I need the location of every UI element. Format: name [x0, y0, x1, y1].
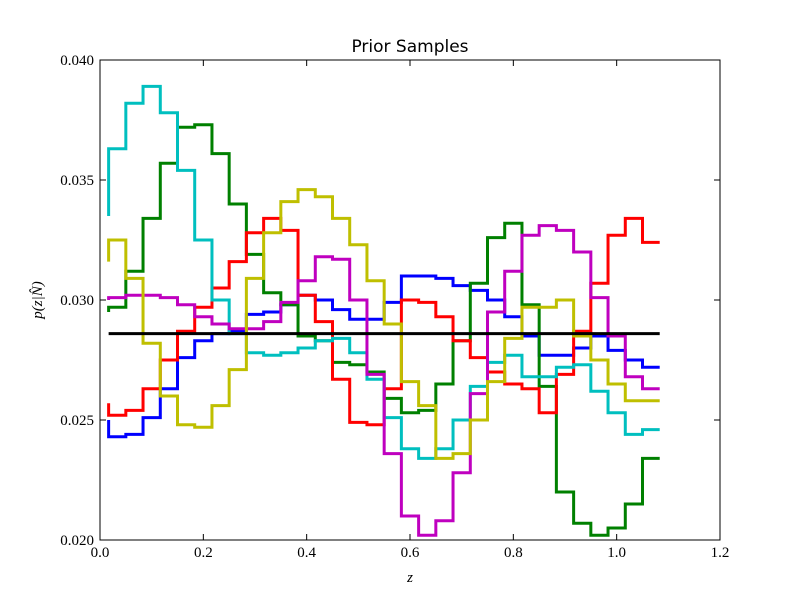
y-tick-label: 0.040	[60, 53, 94, 69]
step-line	[107, 274, 660, 439]
y-axis-label: p(z|N̂)	[30, 281, 46, 319]
step-line	[107, 84, 660, 460]
chart-title: Prior Samples	[351, 37, 468, 57]
step-line	[107, 188, 660, 460]
x-tick-label: 1.2	[711, 545, 730, 561]
x-tick-label: 0.6	[401, 545, 420, 561]
x-tick-label: 0.0	[91, 545, 110, 561]
x-tick-label: 0.4	[297, 545, 316, 561]
x-tick-label: 0.8	[504, 545, 523, 561]
y-tick-label: 0.035	[60, 173, 94, 189]
y-tick-label: 0.030	[60, 293, 94, 309]
step-line	[107, 224, 660, 537]
plot-area	[107, 84, 660, 537]
x-tick-label: 1.0	[607, 545, 626, 561]
step-line	[107, 123, 660, 537]
x-axis-label: z	[406, 570, 413, 586]
y-tick-label: 0.020	[60, 533, 94, 549]
y-tick-label: 0.025	[60, 413, 94, 429]
x-tick-label: 0.2	[194, 545, 213, 561]
